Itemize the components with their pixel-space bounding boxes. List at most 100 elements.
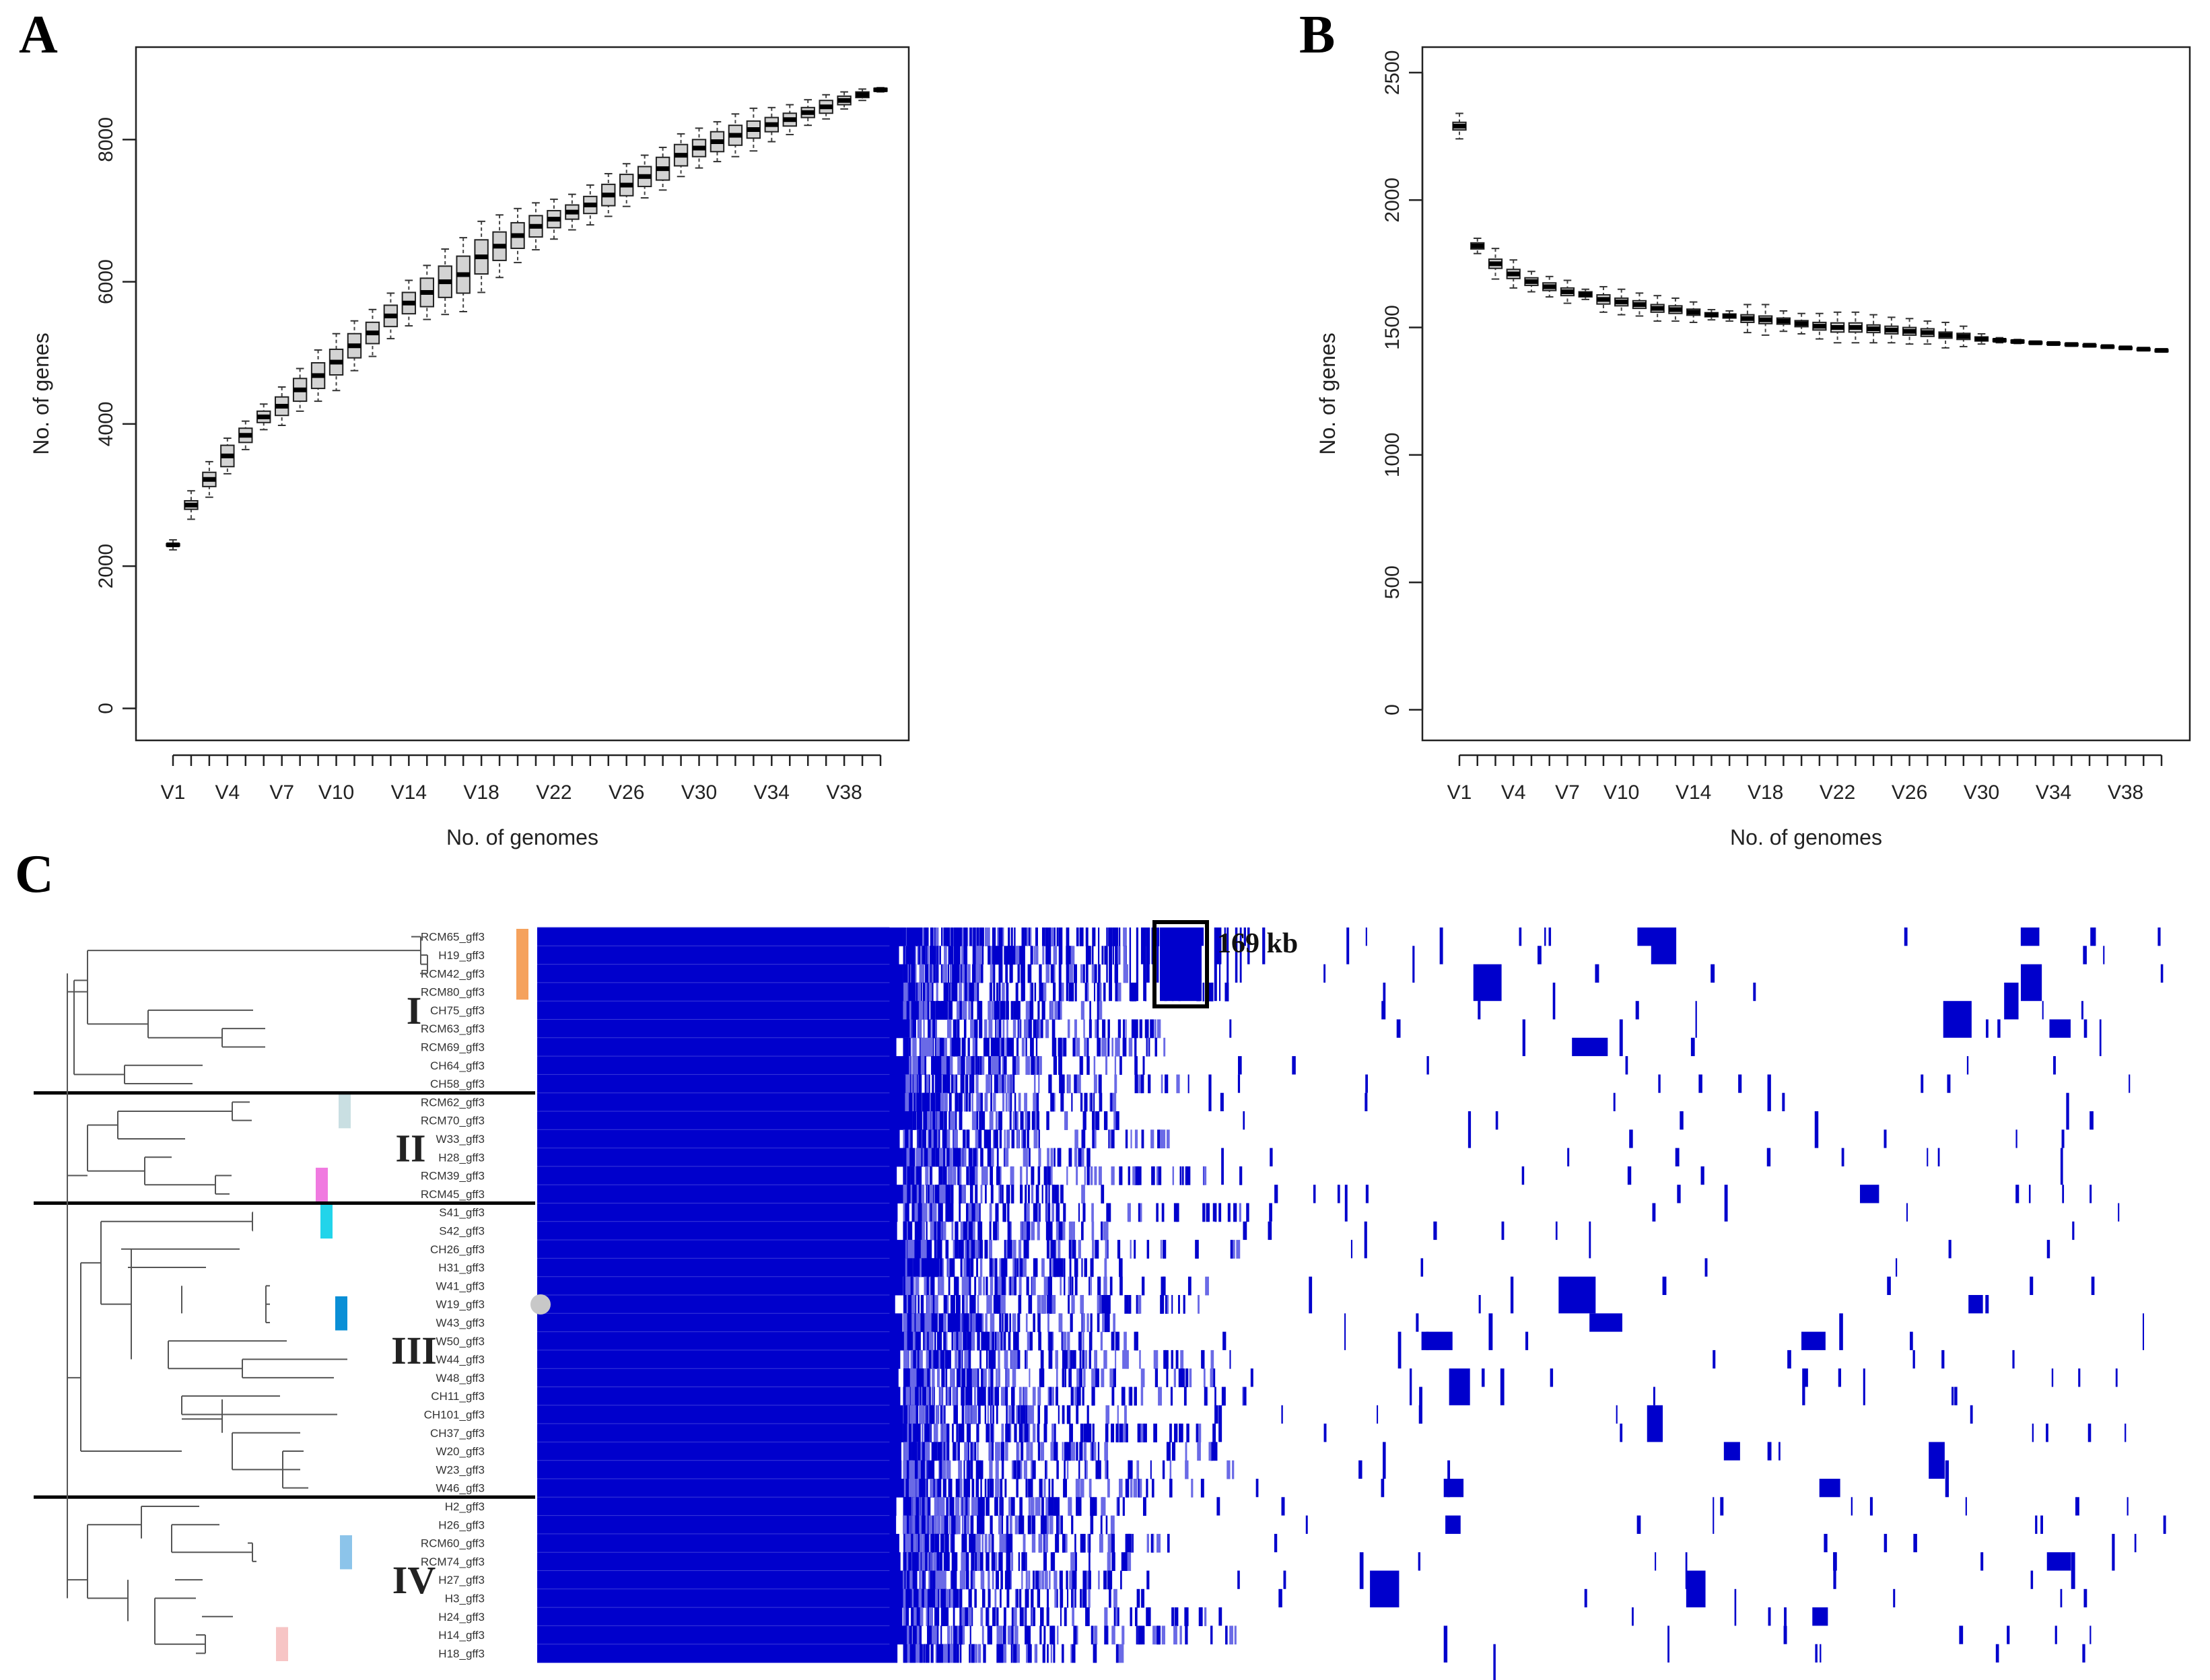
shell-mark: [918, 1240, 921, 1259]
shell-mark: [1214, 1387, 1216, 1406]
shell-mark: [1115, 1644, 1119, 1663]
shell-mark: [1166, 1368, 1169, 1387]
shell-mark: [1033, 1424, 1036, 1442]
shell-mark: [1008, 1497, 1012, 1516]
shell-mark: [910, 1387, 915, 1406]
shell-mark: [910, 1166, 914, 1185]
shell-mark: [918, 1148, 922, 1167]
shell-mark: [943, 1479, 946, 1498]
shell-mark: [903, 1644, 907, 1663]
shell-mark: [1031, 1497, 1035, 1516]
shell-mark: [1187, 1276, 1192, 1296]
shell-mark: [1130, 1129, 1132, 1149]
shell-mark: [1018, 1019, 1021, 1039]
shell-mark: [973, 1240, 975, 1259]
shell-mark: [1107, 1533, 1112, 1553]
shell-mark: [910, 1479, 915, 1498]
box-37: [819, 94, 833, 120]
shell-mark: [907, 1644, 909, 1663]
shell-mark: [958, 1460, 961, 1479]
shell-mark: [903, 1148, 906, 1167]
shell-mark: [974, 1166, 978, 1185]
shell-mark: [907, 1588, 911, 1608]
shell-mark: [936, 1056, 939, 1075]
shell-mark: [1172, 1166, 1175, 1185]
shell-mark: [914, 1570, 917, 1590]
shell-mark: [1047, 1644, 1049, 1663]
shell-mark: [981, 1588, 986, 1608]
shell-mark: [935, 1092, 937, 1112]
shell-mark: [1037, 1166, 1041, 1185]
shell-mark: [1023, 1258, 1027, 1278]
shell-mark: [1043, 1276, 1048, 1296]
cloud-block: [1558, 1276, 1596, 1314]
shell-mark: [1150, 1129, 1154, 1149]
shell-mark: [979, 1350, 981, 1369]
shell-mark: [971, 1240, 975, 1259]
shell-mark: [1064, 1460, 1066, 1479]
shell-mark: [1204, 1607, 1207, 1626]
shell-mark: [1001, 1424, 1004, 1442]
shell-mark: [919, 1515, 922, 1535]
shell-mark: [968, 1221, 973, 1240]
shell-mark: [939, 1460, 942, 1479]
shell-mark: [1138, 1295, 1142, 1314]
shell-mark: [996, 1001, 1000, 1020]
box-36: [800, 99, 815, 127]
shell-mark: [919, 1570, 922, 1590]
cloud-mark: [1910, 1331, 1913, 1350]
shell-mark: [1113, 1588, 1117, 1608]
shell-mark: [992, 1056, 996, 1075]
shell-mark: [1047, 1276, 1051, 1296]
shell-mark: [1011, 1074, 1015, 1094]
shell-mark: [1062, 1221, 1066, 1240]
shell-mark: [971, 1644, 975, 1663]
shell-mark: [1061, 1092, 1064, 1112]
shell-mark: [1120, 1570, 1122, 1590]
shell-mark: [1039, 1019, 1043, 1039]
shell-mark: [1004, 1129, 1006, 1149]
shell-mark: [911, 928, 916, 983]
shell-mark: [1063, 1037, 1067, 1057]
cloud-mark: [1274, 1533, 1278, 1553]
cloud-mark: [2090, 1185, 2092, 1203]
shell-mark: [995, 1479, 998, 1498]
shell-mark: [1189, 1368, 1192, 1387]
shell-mark: [988, 1350, 990, 1369]
shell-mark: [1039, 1368, 1043, 1387]
shell-mark: [905, 1074, 907, 1094]
shell-mark: [908, 1166, 910, 1185]
shell-mark: [969, 1533, 971, 1553]
shell-mark: [993, 1221, 996, 1240]
shell-mark: [1018, 1515, 1022, 1535]
cloud-mark: [1488, 1313, 1493, 1350]
shell-mark: [1048, 1074, 1052, 1094]
shell-mark: [926, 1221, 928, 1240]
cloud-mark: [1344, 1313, 1346, 1350]
shell-mark: [950, 964, 953, 983]
box-22: [1830, 311, 1845, 344]
box-24: [1866, 314, 1881, 344]
shell-mark: [995, 1570, 999, 1590]
shell-mark: [965, 1552, 969, 1571]
shell-mark: [1025, 928, 1027, 946]
shell-mark: [912, 1460, 915, 1479]
shell-mark: [1049, 1625, 1054, 1645]
shell-mark: [1154, 1037, 1158, 1057]
cloud-mark: [1787, 1350, 1791, 1369]
shell-mark: [931, 1111, 935, 1130]
shell-mark: [953, 1607, 955, 1626]
shell-mark: [1103, 1111, 1108, 1130]
shell-mark: [924, 1074, 927, 1094]
cloud-mark: [1381, 1001, 1385, 1020]
shell-mark: [957, 928, 959, 946]
shell-mark: [1097, 1313, 1100, 1333]
cloud-mark: [2066, 1092, 2069, 1130]
shell-mark: [1246, 1203, 1249, 1222]
shell-mark: [922, 1037, 926, 1057]
cloud-mark: [1970, 1405, 1973, 1424]
shell-mark: [918, 1185, 920, 1203]
shell-mark: [1247, 928, 1250, 965]
shell-mark: [920, 1313, 925, 1333]
shell-mark: [1016, 1405, 1018, 1424]
